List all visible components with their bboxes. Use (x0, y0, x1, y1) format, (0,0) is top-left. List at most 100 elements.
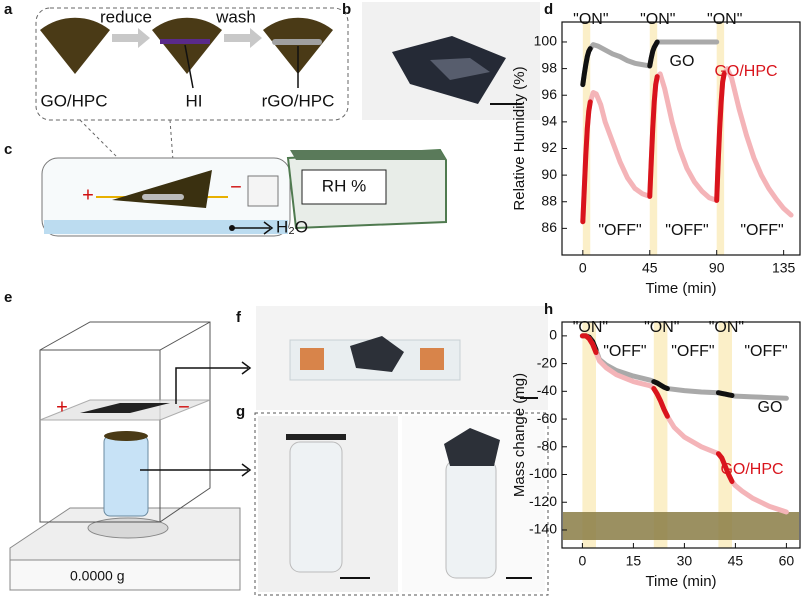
y-axis-label: Relative Humidity (%) (511, 66, 528, 210)
dashed-box (35, 7, 349, 121)
step-label: reduce (100, 7, 152, 26)
x-tick-label: 30 (677, 553, 693, 569)
rgo-strip (272, 39, 322, 45)
off-label: "OFF" (598, 222, 641, 239)
on-label: "ON" (644, 319, 679, 336)
arrow (224, 28, 262, 48)
electrode (300, 348, 324, 370)
x-axis-label: Time (min) (645, 573, 716, 590)
panel-label: d (544, 1, 553, 18)
arrow (175, 361, 252, 404)
on-segment (714, 71, 727, 203)
film (286, 434, 346, 440)
series-line (579, 333, 789, 515)
fan (263, 17, 333, 74)
sheen (430, 58, 490, 80)
vial (445, 459, 497, 579)
y-tick-label: 96 (541, 86, 557, 102)
panel-label: c (4, 141, 12, 158)
series-name: GO (758, 399, 783, 416)
pointer (184, 44, 194, 89)
x-tick-label: 0 (579, 553, 587, 569)
minus-sign: − (178, 396, 190, 418)
off-label: "OFF" (665, 222, 708, 239)
off-label: "OFF" (740, 222, 783, 239)
y-tick-label: 90 (541, 166, 557, 182)
x-tick-label: 45 (728, 553, 744, 569)
x-tick-label: 135 (772, 260, 796, 276)
y-tick-label: -80 (537, 437, 557, 453)
vial (103, 435, 149, 517)
on-band (653, 322, 668, 548)
x-tick-label: 15 (626, 553, 642, 569)
arrow (140, 463, 252, 477)
on-label: "ON" (573, 319, 608, 336)
panel-label: e (4, 289, 12, 306)
sensor-top (290, 150, 446, 160)
x-axis-label: Time (min) (645, 280, 716, 297)
sample-label: GO/HPC (40, 91, 107, 110)
electrode (420, 348, 444, 370)
on-segment (580, 99, 593, 225)
plus-sign: + (82, 184, 94, 206)
off-label: "OFF" (744, 343, 787, 360)
minus-sign: − (230, 176, 242, 198)
pan (87, 517, 169, 539)
on-segment (651, 386, 670, 419)
x-tick-label: 60 (779, 553, 795, 569)
water-label: H₂O (276, 217, 308, 236)
y-tick-label: -140 (529, 521, 557, 537)
y-tick-label: -100 (529, 465, 557, 481)
step-label: wash (215, 7, 256, 26)
on-segment (715, 390, 735, 398)
on-label: "ON" (573, 11, 608, 28)
on-band (718, 322, 732, 548)
texture-band (563, 512, 799, 540)
fan (152, 17, 222, 74)
reagent-label: HI (186, 91, 203, 110)
sample (112, 170, 212, 208)
y-tick-label: -60 (537, 410, 557, 426)
sample-label: rGO/HPC (262, 91, 335, 110)
series-name: GO/HPC (720, 461, 783, 478)
vial-top (104, 431, 148, 441)
x-tick-label: 90 (709, 260, 725, 276)
sensor-label: RH % (322, 176, 366, 195)
y-tick-label: 100 (534, 33, 558, 49)
charts: d GO GO/HPC 0 45 90 135 86 88 90 92 94 96 98 100 Time (… (511, 1, 801, 590)
display (301, 169, 387, 205)
on-segment (651, 379, 670, 392)
reduced-strip (160, 39, 210, 44)
dashed-box (254, 412, 549, 596)
on-segment (580, 46, 593, 88)
y-tick-label: 98 (541, 59, 557, 75)
x-tick-label: 45 (642, 260, 658, 276)
on-segment (647, 39, 660, 69)
y-tick-label: -40 (537, 382, 557, 398)
y-tick-label: 88 (541, 192, 557, 208)
water (44, 220, 288, 234)
panel-label: b (342, 1, 351, 18)
fan (40, 17, 110, 75)
series-line (580, 66, 794, 225)
panel-label: g (236, 403, 245, 420)
vial (289, 441, 343, 573)
film (444, 428, 500, 466)
off-label: "OFF" (603, 343, 646, 360)
panel-label: h (544, 301, 553, 318)
plot-frame (561, 21, 801, 256)
off-label: "OFF" (671, 343, 714, 360)
on-band (582, 322, 596, 548)
on-label: "ON" (640, 11, 675, 28)
y-tick-label: 0 (549, 327, 557, 343)
enclosure (39, 321, 211, 523)
y-tick-label: 94 (541, 113, 557, 129)
on-segment (579, 333, 599, 356)
arrow (112, 28, 150, 48)
on-segment (647, 74, 660, 199)
arrow (232, 221, 274, 235)
plus-sign: + (56, 396, 68, 418)
y-axis-label: Mass change (mg) (511, 373, 528, 497)
x-tick-label: 0 (579, 260, 587, 276)
